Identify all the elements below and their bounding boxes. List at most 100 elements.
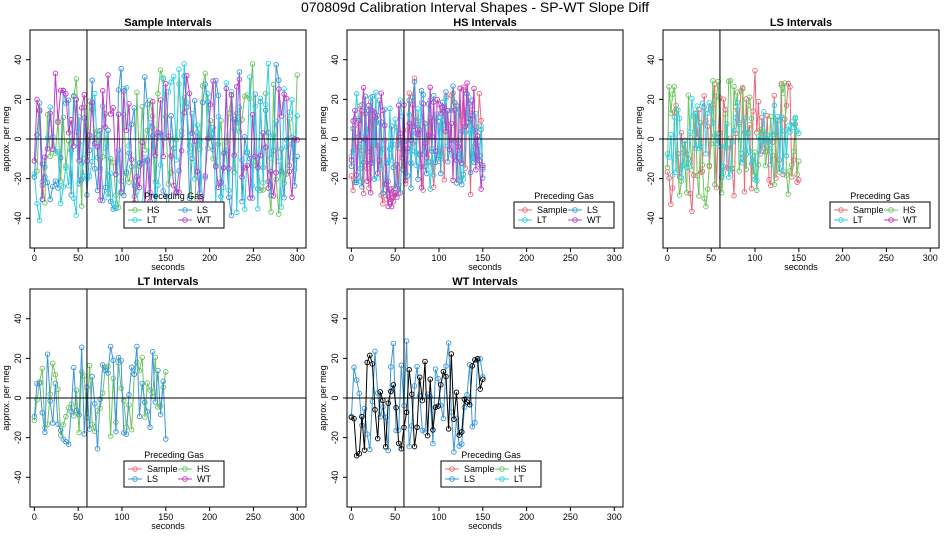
data-point	[136, 367, 143, 374]
data-point	[395, 102, 402, 109]
data-point	[776, 169, 783, 175]
data-point	[736, 168, 742, 174]
data-point	[168, 153, 174, 159]
data-point	[445, 159, 451, 165]
data-point	[783, 153, 790, 159]
data-point	[393, 427, 399, 434]
data-point	[460, 84, 467, 91]
data-point	[474, 356, 481, 362]
data-point	[741, 188, 748, 195]
data-point	[697, 143, 704, 150]
data-point	[423, 154, 430, 161]
data-point	[415, 176, 421, 182]
data-point	[385, 400, 391, 406]
data-point	[176, 168, 182, 174]
data-point	[414, 424, 420, 431]
data-point	[759, 148, 765, 154]
data-point	[432, 366, 439, 372]
data-point	[725, 174, 732, 180]
data-point	[157, 162, 164, 168]
data-point	[268, 155, 274, 161]
data-point	[265, 60, 272, 67]
data-point	[273, 61, 279, 68]
data-point	[782, 116, 788, 122]
data-point	[377, 389, 384, 395]
figure-title: 070809d Calibration Interval Shapes - SP…	[301, 0, 649, 15]
legend-label: Sample	[537, 205, 568, 215]
data-point	[452, 99, 458, 106]
data-point	[276, 211, 282, 217]
data-point	[678, 178, 685, 184]
data-point	[708, 107, 714, 114]
data-point	[459, 128, 465, 134]
data-point	[194, 168, 201, 175]
data-point	[406, 120, 412, 127]
data-point	[701, 93, 707, 99]
data-point	[748, 185, 755, 192]
data-point	[173, 188, 180, 195]
data-point	[126, 101, 132, 107]
data-point	[60, 184, 67, 190]
data-point	[97, 197, 103, 203]
data-point	[118, 357, 124, 364]
data-point	[123, 169, 130, 175]
data-point	[247, 195, 253, 201]
data-point	[459, 441, 465, 447]
series-line	[33, 73, 298, 212]
legend-swatch-point	[838, 217, 844, 223]
data-point	[186, 195, 193, 202]
data-point	[115, 147, 122, 154]
legend-swatch-point	[522, 207, 528, 213]
data-point	[703, 203, 709, 210]
data-point	[393, 404, 399, 411]
data-point	[722, 111, 728, 117]
data-point	[121, 88, 127, 94]
data-point	[388, 364, 394, 370]
data-point	[170, 73, 177, 80]
data-point	[752, 67, 758, 74]
data-point	[186, 149, 193, 155]
data-point	[710, 120, 716, 126]
series-line	[350, 92, 484, 190]
data-point	[189, 155, 195, 162]
data-point	[692, 145, 699, 151]
data-point	[65, 129, 72, 136]
data-point	[215, 184, 222, 190]
data-point	[427, 84, 433, 91]
series-line	[350, 83, 484, 207]
data-point	[771, 92, 778, 99]
data-point	[155, 182, 161, 189]
data-point	[718, 173, 725, 180]
y-tick-label: -20	[13, 431, 23, 444]
data-point	[718, 189, 725, 196]
data-point	[252, 103, 258, 109]
x-tick-label: 0	[349, 253, 354, 263]
data-point	[420, 92, 426, 98]
data-point	[136, 413, 143, 420]
legend-entry-ls: LS	[128, 474, 158, 484]
data-point	[378, 90, 384, 96]
data-point	[52, 380, 59, 387]
data-point	[676, 192, 683, 198]
data-point	[474, 133, 481, 139]
data-point	[754, 177, 760, 184]
data-point	[434, 96, 440, 103]
legend-entry-hs: HS	[178, 464, 210, 474]
data-point	[268, 168, 274, 175]
y-tick-label: 20	[13, 94, 23, 104]
x-tick-label: 300	[923, 253, 938, 263]
legend-entry-ls: LS	[445, 474, 475, 484]
data-point	[278, 204, 285, 210]
x-tick-label: 100	[114, 512, 129, 522]
data-point	[771, 181, 778, 188]
data-point	[92, 90, 98, 97]
data-point	[178, 147, 185, 154]
data-point	[443, 95, 449, 102]
data-point	[459, 160, 465, 167]
data-point	[223, 80, 230, 86]
data-point	[76, 157, 82, 164]
data-point	[664, 164, 671, 171]
data-point	[176, 66, 182, 73]
data-point	[455, 143, 462, 150]
